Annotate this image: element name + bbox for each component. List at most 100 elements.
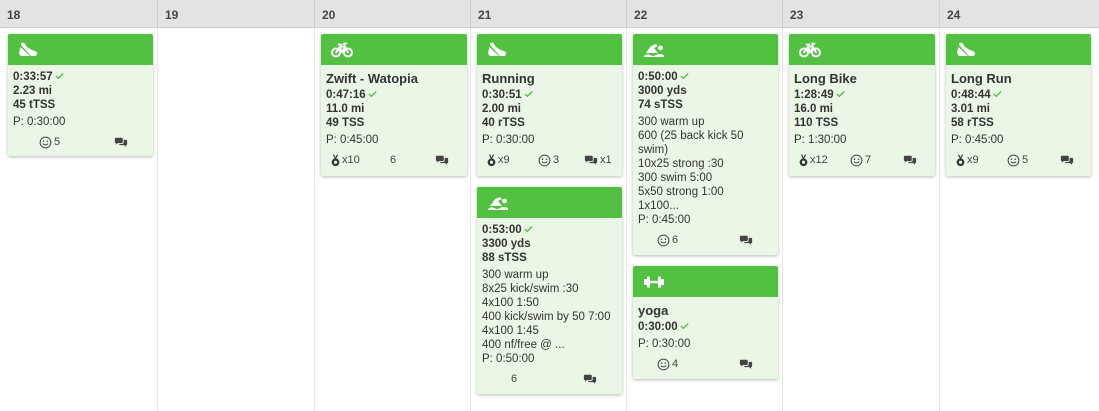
- rating-counter[interactable]: 6: [390, 153, 396, 167]
- distance: 3000 yds: [638, 85, 687, 97]
- smile-count: 6: [390, 154, 397, 166]
- planned-duration: P: 0:45:00: [326, 134, 379, 146]
- smile-count: 4: [672, 358, 679, 370]
- workout-card-bar: [8, 34, 153, 65]
- smile-icon: [850, 154, 863, 167]
- swim-icon: [643, 42, 665, 58]
- smile-count: 5: [54, 136, 61, 148]
- running-shoe-icon: [487, 42, 507, 58]
- smile-icon: [657, 358, 670, 371]
- medal-count: x9: [967, 154, 979, 166]
- comments-button[interactable]: [1060, 153, 1074, 167]
- rating-counter[interactable]: 6: [657, 233, 678, 247]
- day-column-20[interactable]: [315, 28, 471, 411]
- comment-count: x1: [600, 154, 612, 166]
- tss: 74 sTSS: [638, 99, 683, 111]
- rating-counter[interactable]: 6: [511, 372, 517, 386]
- comment-icon: [435, 155, 449, 166]
- workout-card-bike-20[interactable]: Zwift - Watopia 0:47:16 11.0 mi 49 TSS P…: [321, 34, 467, 176]
- description-line: 10x25 strong :30: [638, 158, 724, 170]
- smile-icon: [39, 136, 52, 149]
- day-column-22[interactable]: [627, 28, 783, 411]
- checkmark-icon: [524, 90, 533, 98]
- comments-button[interactable]: x1: [584, 153, 612, 167]
- achievements-badge[interactable]: x9: [487, 153, 510, 167]
- smile-count: 7: [865, 154, 872, 166]
- workout-card-run-21[interactable]: Running 0:30:51 2.00 mi 40 rTSS P: 0:30:…: [477, 34, 622, 176]
- comments-button[interactable]: [739, 233, 753, 247]
- card-footer: 6: [482, 368, 618, 390]
- rating-counter[interactable]: 4: [657, 357, 678, 371]
- workout-title: Zwift - Watopia: [326, 71, 418, 86]
- workout-title: Running: [482, 71, 535, 86]
- day-column-21[interactable]: [471, 28, 627, 411]
- rating-counter[interactable]: 5: [1007, 153, 1028, 167]
- workout-card-yoga-22[interactable]: yoga 0:30:00 P: 0:30:00 4: [633, 266, 778, 379]
- workout-card-bar: [321, 34, 467, 65]
- duration: 0:33:57: [13, 71, 53, 83]
- comment-icon: [903, 155, 917, 166]
- duration: 0:47:16: [326, 89, 366, 101]
- duration: 0:30:00: [638, 321, 678, 333]
- workout-card-swim-22[interactable]: 0:50:00 3000 yds 74 sTSS 300 warm up 600…: [633, 34, 778, 255]
- checkmark-icon: [55, 72, 64, 80]
- comments-button[interactable]: [435, 153, 449, 167]
- rating-counter[interactable]: 3: [538, 153, 559, 167]
- day-header-23: 23: [783, 0, 940, 28]
- achievements-badge[interactable]: x10: [331, 153, 360, 167]
- card-footer: 6: [638, 229, 774, 251]
- day-column-23[interactable]: [783, 28, 940, 411]
- planned-duration: P: 0:45:00: [638, 214, 691, 226]
- checkmark-icon: [836, 90, 845, 98]
- smile-count: 6: [672, 234, 679, 246]
- distance: 2.00 mi: [482, 103, 521, 115]
- medal-icon: [799, 154, 808, 167]
- checkmark-icon: [993, 90, 1002, 98]
- comment-icon: [739, 359, 753, 370]
- comments-button[interactable]: [583, 372, 597, 386]
- medal-icon: [487, 154, 496, 167]
- tss: 110 TSS: [794, 117, 839, 129]
- medal-icon: [331, 154, 340, 167]
- distance: 3.01 mi: [951, 103, 990, 115]
- workout-card-swim-21[interactable]: 0:53:00 3300 yds 88 sTSS 300 warm up 8x2…: [477, 187, 622, 394]
- card-footer: 4: [638, 353, 774, 375]
- duration: 0:48:44: [951, 89, 991, 101]
- description-line: 4x100 1:50: [482, 297, 539, 309]
- day-column-18[interactable]: [0, 28, 158, 411]
- medal-icon: [956, 154, 965, 167]
- comments-button[interactable]: [903, 153, 917, 167]
- checkmark-icon: [680, 322, 689, 330]
- distance: 16.0 mi: [794, 103, 833, 115]
- description-line: 400 kick/swim by 50 7:00: [482, 311, 611, 323]
- medal-count: x9: [498, 154, 510, 166]
- day-column-19[interactable]: [158, 28, 315, 411]
- description-line: 300 warm up: [482, 269, 549, 281]
- planned-duration: P: 0:45:00: [951, 134, 1004, 146]
- rating-counter[interactable]: 7: [850, 153, 871, 167]
- card-footer: x12 7: [794, 149, 931, 171]
- day-header-24: 24: [947, 8, 961, 22]
- planned-duration: P: 0:30:00: [13, 116, 66, 128]
- achievements-badge[interactable]: x9: [956, 153, 979, 167]
- comments-button[interactable]: [739, 357, 753, 371]
- comment-icon: [1060, 155, 1074, 166]
- comment-icon: [739, 235, 753, 246]
- smile-icon: [538, 154, 551, 167]
- duration: 1:28:49: [794, 89, 834, 101]
- card-footer: x10 6: [326, 149, 463, 171]
- planned-duration: P: 0:50:00: [482, 353, 535, 365]
- medal-count: x12: [810, 154, 828, 166]
- workout-card-bike-23[interactable]: Long Bike 1:28:49 16.0 mi 110 TSS P: 1:3…: [789, 34, 935, 176]
- smile-icon: [1007, 154, 1020, 167]
- comment-icon: [114, 137, 128, 148]
- comments-button[interactable]: [114, 135, 128, 149]
- workout-card-bar: [477, 187, 622, 218]
- description-line: 300 swim 5:00: [638, 172, 713, 184]
- workout-card-run-18[interactable]: 0:33:57 2.23 mi 45 tTSS P: 0:30:00 5: [8, 34, 153, 156]
- description-line: 300 warm up: [638, 116, 705, 128]
- achievements-badge[interactable]: x12: [799, 153, 828, 167]
- workout-card-bar: [477, 34, 622, 65]
- rating-counter[interactable]: 5: [39, 135, 60, 149]
- workout-card-run-24[interactable]: Long Run 0:48:44 3.01 mi 58 rTSS P: 0:45…: [946, 34, 1091, 176]
